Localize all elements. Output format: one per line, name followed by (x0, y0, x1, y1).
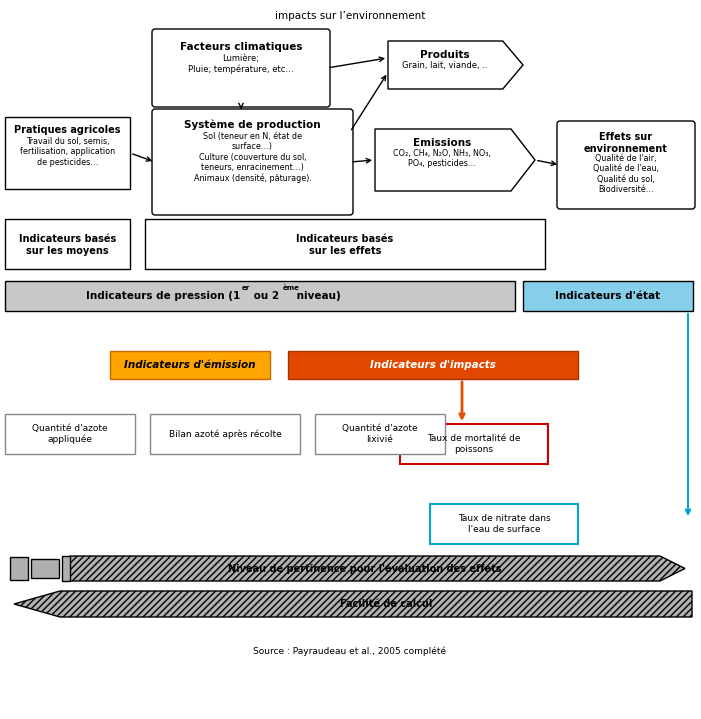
Bar (400, 424, 548, 464)
Text: Niveau de pertinence pour l'évaluation des effets: Niveau de pertinence pour l'évaluation d… (229, 563, 502, 574)
Text: Facilité de calcul: Facilité de calcul (340, 599, 433, 609)
Text: sur les effets: sur les effets (309, 246, 381, 256)
Bar (145, 219, 545, 269)
Text: Travail du sol, semis,
fertilisation, application
de pesticides…: Travail du sol, semis, fertilisation, ap… (20, 137, 115, 167)
Text: Source : Payraudeau et al., 2005 complété: Source : Payraudeau et al., 2005 complét… (254, 646, 447, 656)
Bar (288, 351, 578, 379)
Bar (62, 556, 70, 581)
Bar (5, 281, 515, 311)
Bar (5, 414, 135, 454)
Text: Quantité d'azote
appliquée: Quantité d'azote appliquée (32, 424, 108, 444)
Text: Grain, lait, viande, ..: Grain, lait, viande, .. (402, 61, 487, 70)
Text: Lumière;
Pluie; température, etc…: Lumière; Pluie; température, etc… (188, 54, 294, 74)
Text: Sol (teneur en N, état de
surface…)
Culture (couverture du sol,
teneurs, enracin: Sol (teneur en N, état de surface…) Cult… (193, 132, 311, 183)
Text: Système de production: Système de production (184, 120, 321, 131)
Text: impacts sur l’environnement: impacts sur l’environnement (275, 11, 426, 21)
Bar (110, 351, 270, 379)
Bar (523, 281, 693, 311)
Text: Qualité de l'air,
Qualité de l'eau,
Qualité du sol,
Biodiversité…: Qualité de l'air, Qualité de l'eau, Qual… (593, 154, 659, 194)
Text: er: er (242, 285, 250, 291)
Text: Taux de mortalité de
poissons: Taux de mortalité de poissons (427, 434, 521, 454)
Text: sur les moyens: sur les moyens (26, 246, 109, 256)
Text: Indicateurs d'état: Indicateurs d'état (555, 291, 660, 301)
Text: Indicateurs de pression (1: Indicateurs de pression (1 (86, 291, 240, 301)
Text: Taux de nitrate dans
l'eau de surface: Taux de nitrate dans l'eau de surface (458, 514, 550, 533)
Text: Facteurs climatiques: Facteurs climatiques (179, 42, 302, 52)
Text: ou 2: ou 2 (250, 291, 279, 301)
Polygon shape (70, 556, 685, 581)
FancyBboxPatch shape (152, 29, 330, 107)
Bar (315, 414, 445, 454)
Text: Pratiques agricoles: Pratiques agricoles (14, 125, 121, 135)
Text: CO₂, CH₄, N₂O, NH₃, NO₃,
PO₄, pesticides…: CO₂, CH₄, N₂O, NH₃, NO₃, PO₄, pesticides… (393, 149, 491, 168)
Text: Indicateurs d'impacts: Indicateurs d'impacts (370, 360, 496, 370)
Text: ème: ème (283, 285, 300, 291)
Text: Indicateurs basés: Indicateurs basés (19, 234, 116, 244)
Text: Effets sur
environnement: Effets sur environnement (584, 132, 668, 154)
Text: Quantité d'azote
lixivié: Quantité d'azote lixivié (342, 424, 418, 444)
Polygon shape (14, 591, 692, 617)
Text: Indicateurs d'émission: Indicateurs d'émission (124, 360, 256, 370)
Bar (10, 557, 28, 580)
FancyBboxPatch shape (152, 109, 353, 215)
Text: niveau): niveau) (293, 291, 341, 301)
Text: Produits: Produits (420, 50, 470, 60)
Text: Indicateurs basés: Indicateurs basés (297, 234, 394, 244)
Bar (5, 219, 130, 269)
Bar (5, 117, 130, 189)
Bar (31, 559, 59, 578)
Polygon shape (375, 129, 535, 191)
Text: Emissions: Emissions (413, 138, 471, 148)
Polygon shape (388, 41, 523, 89)
Bar (430, 504, 578, 544)
Text: Bilan azoté après récolte: Bilan azoté après récolte (169, 429, 281, 439)
FancyBboxPatch shape (557, 121, 695, 209)
Bar (150, 414, 300, 454)
